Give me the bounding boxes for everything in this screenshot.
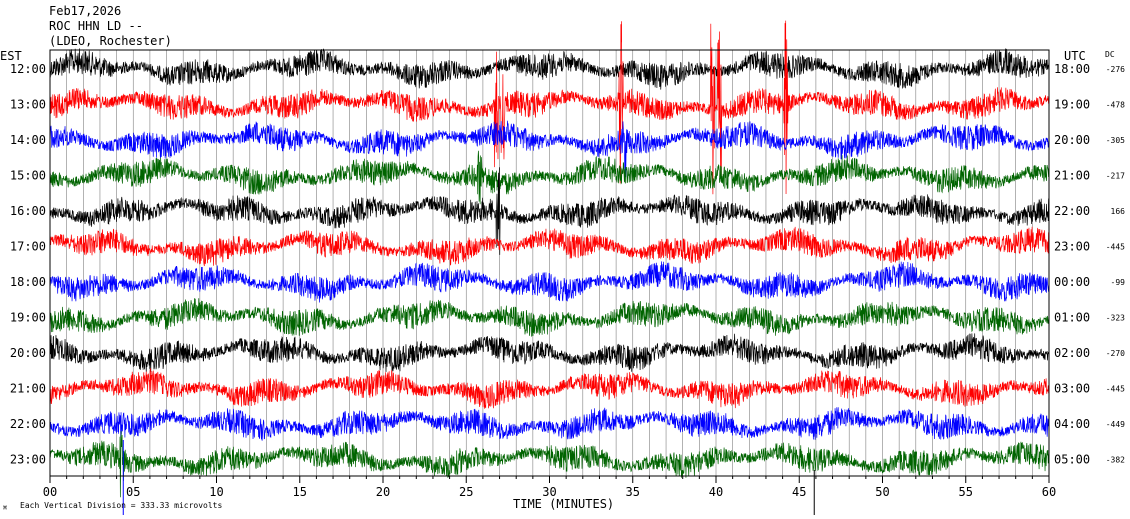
station-code: ROC HHN LD -- — [49, 19, 143, 33]
seismic-trace — [49, 431, 1050, 498]
vertical-division-note: Each Vertical Division = 333.33 microvol… — [20, 501, 222, 510]
seismic-trace — [49, 333, 1050, 373]
dc-offset-value: -449 — [1106, 420, 1125, 429]
x-tick-label: 00 — [43, 485, 57, 499]
x-tick-label: 50 — [875, 485, 889, 499]
est-hour-label: 13:00 — [10, 98, 46, 112]
utc-hour-labels: 18:00 19:00 20:00 21:00 22:00 23:00 00:00 01:00… — [1054, 62, 1090, 467]
seismic-trace — [49, 226, 1050, 267]
est-hour-label: 22:00 — [10, 417, 46, 431]
seismic-trace — [49, 120, 1050, 179]
x-tick-label: 35 — [626, 485, 640, 499]
dc-offset-value: -217 — [1106, 172, 1125, 181]
dc-offset-value: 166 — [1111, 207, 1126, 216]
est-hour-label: 18:00 — [10, 275, 46, 289]
est-hour-label: 12:00 — [10, 62, 46, 76]
utc-hour-label: 05:00 — [1054, 453, 1090, 467]
est-hour-label: 20:00 — [10, 346, 46, 360]
utc-hour-label: 02:00 — [1054, 346, 1090, 360]
utc-hour-label: 22:00 — [1054, 204, 1090, 218]
time-grid — [66, 50, 1033, 476]
est-hour-label: 16:00 — [10, 204, 46, 218]
x-tick-label: 45 — [792, 485, 806, 499]
dc-offset-value: -305 — [1106, 136, 1125, 145]
network-name: (LDEO, Rochester) — [49, 34, 172, 48]
utc-hour-label: 18:00 — [1054, 62, 1090, 76]
x-tick-label: 10 — [209, 485, 223, 499]
est-hour-label: 17:00 — [10, 240, 46, 254]
scale-icon: ⌘ — [3, 504, 7, 512]
x-tick-label: 30 — [542, 485, 556, 499]
seismic-trace — [49, 298, 1050, 337]
utc-hour-label: 20:00 — [1054, 133, 1090, 147]
x-tick-label: 55 — [959, 485, 973, 499]
est-axis-label: EST — [0, 49, 22, 63]
utc-hour-label: 04:00 — [1054, 417, 1090, 431]
dc-offset-value: -382 — [1106, 456, 1125, 465]
x-axis-ticks: 00 05 10 15 20 25 30 35 40 45 50 55 60 — [43, 476, 1056, 499]
dc-offset-value: -445 — [1106, 385, 1125, 394]
utc-hour-label: 03:00 — [1054, 382, 1090, 396]
x-tick-label: 15 — [293, 485, 307, 499]
dc-offset-value: -99 — [1111, 278, 1126, 287]
seismic-trace — [49, 368, 1050, 409]
est-hour-labels: 12:00 13:00 14:00 15:00 16:00 17:00 18:00 19:00… — [10, 62, 46, 467]
x-tick-label: 20 — [376, 485, 390, 499]
est-hour-label: 23:00 — [10, 453, 46, 467]
x-tick-label: 40 — [709, 485, 723, 499]
utc-hour-label: 21:00 — [1054, 169, 1090, 183]
utc-hour-label: 23:00 — [1054, 240, 1090, 254]
seismic-traces — [49, 20, 1050, 515]
dc-offset-value: -323 — [1106, 314, 1125, 323]
est-hour-label: 19:00 — [10, 311, 46, 325]
est-hour-label: 21:00 — [10, 382, 46, 396]
x-tick-label: 60 — [1042, 485, 1056, 499]
est-hour-label: 15:00 — [10, 169, 46, 183]
x-axis-title: TIME (MINUTES) — [513, 497, 614, 511]
seismic-trace — [49, 150, 1050, 205]
dc-offset-value: -445 — [1106, 243, 1125, 252]
utc-hour-label: 01:00 — [1054, 311, 1090, 325]
plot-date: Feb17,2026 — [49, 4, 122, 18]
seismic-trace — [49, 48, 1050, 90]
x-tick-label: 25 — [459, 485, 473, 499]
seismic-trace — [49, 167, 1050, 255]
x-tick-label: 05 — [126, 485, 140, 499]
utc-hour-label: 00:00 — [1054, 275, 1090, 289]
dc-offset-value: -478 — [1106, 101, 1125, 110]
dc-offset-labels: -276 -478 -305 -217 166 -445 -99 -323 -270 -445 -4… — [1106, 65, 1125, 465]
seismic-trace — [49, 407, 1050, 441]
seismic-trace — [49, 20, 1050, 195]
est-hour-label: 14:00 — [10, 133, 46, 147]
seismic-trace — [49, 261, 1050, 303]
utc-axis-label: UTC — [1064, 49, 1086, 63]
utc-hour-label: 19:00 — [1054, 98, 1090, 112]
dc-offset-value: -270 — [1106, 349, 1125, 358]
dc-offset-value: -276 — [1106, 65, 1125, 74]
dc-axis-label: DC — [1105, 50, 1115, 59]
